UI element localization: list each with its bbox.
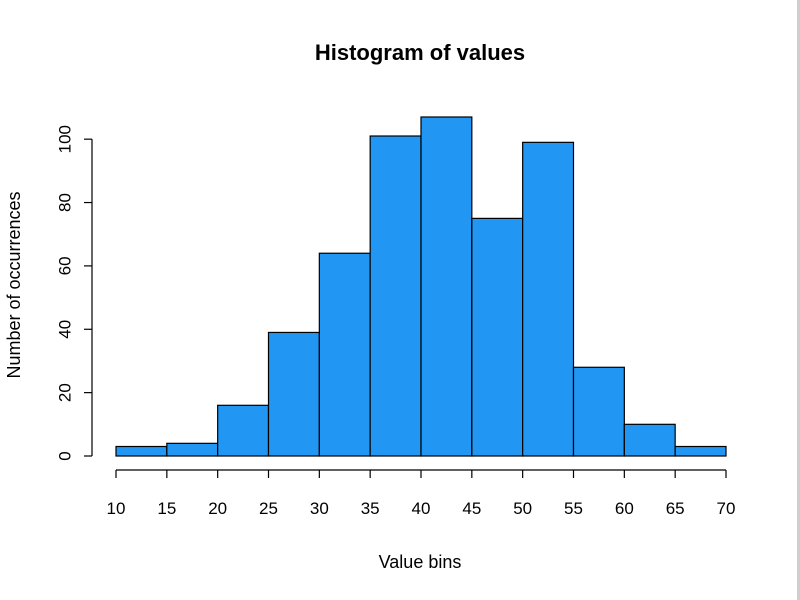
histogram-bar-10-15 (115, 445, 168, 457)
histogram-bar-25-30 (267, 331, 320, 457)
histogram-bar-60-65 (623, 423, 676, 457)
x-tick-label: 50 (513, 499, 532, 518)
x-axis-label: Value bins (379, 552, 462, 572)
y-axis: 0 20 40 60 80 100 (55, 125, 93, 461)
x-tick-label: 60 (615, 499, 634, 518)
x-tick-label: 55 (564, 499, 583, 518)
y-tick-label: 80 (55, 193, 74, 212)
bars-group (115, 116, 727, 457)
x-tick-label: 40 (412, 499, 431, 518)
histogram-bar-15-20 (166, 442, 219, 457)
histogram-bar-35-40 (369, 135, 422, 457)
y-tick-label: 60 (55, 256, 74, 275)
x-tick-label: 45 (462, 499, 481, 518)
histogram-bar-40-45 (420, 116, 473, 457)
x-tick-label: 35 (361, 499, 380, 518)
histogram-bar-20-25 (217, 404, 270, 457)
y-tick-label: 40 (55, 320, 74, 339)
histogram-bar-65-70 (674, 445, 727, 457)
histogram-bar-30-35 (318, 252, 371, 457)
y-tick-label: 100 (55, 125, 74, 153)
x-tick-label: 15 (157, 499, 176, 518)
x-tick-label: 20 (208, 499, 227, 518)
y-tick-label: 0 (55, 451, 74, 460)
histogram-bar-55-60 (572, 366, 625, 457)
y-axis-label: Number of occurrences (4, 191, 24, 378)
x-tick-label: 30 (310, 499, 329, 518)
x-axis: 10 15 20 25 30 35 40 45 50 55 60 65 70 (107, 469, 736, 518)
y-tick-label: 20 (55, 383, 74, 402)
x-tick-label: 25 (259, 499, 278, 518)
x-tick-label: 70 (717, 499, 736, 518)
window-edge (797, 0, 800, 600)
histogram-bar-45-50 (471, 217, 524, 457)
x-tick-label: 65 (666, 499, 685, 518)
chart-title: Histogram of values (315, 40, 525, 65)
x-tick-label: 10 (107, 499, 126, 518)
histogram-bar-50-55 (522, 141, 575, 457)
